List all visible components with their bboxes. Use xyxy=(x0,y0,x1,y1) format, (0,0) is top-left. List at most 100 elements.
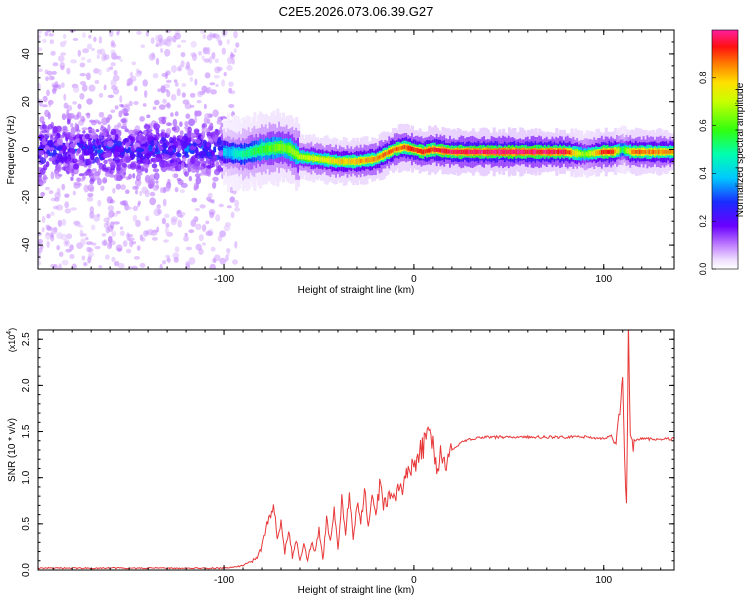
y-tick-label: 1.5 xyxy=(21,424,32,438)
spectrogram-cell xyxy=(331,158,335,163)
spectrogram-cell xyxy=(106,67,111,73)
spectrogram-cell xyxy=(87,255,92,260)
spectrogram-cell xyxy=(153,123,160,131)
spectrogram-cell xyxy=(519,149,523,154)
spectrogram-cell xyxy=(165,150,169,155)
spectrogram-cell xyxy=(365,158,369,163)
spectrogram-cell xyxy=(202,160,207,169)
spectrogram-cell xyxy=(129,239,134,248)
spectrogram-cell xyxy=(81,255,86,261)
spectrogram-cell xyxy=(505,149,509,155)
spectrogram-cell xyxy=(82,48,89,54)
spectrogram-cell xyxy=(135,72,142,77)
spectrogram-cell xyxy=(155,184,160,189)
spectrogram-cell xyxy=(521,149,525,154)
spectrogram-cell xyxy=(187,68,194,76)
spectrogram-cell xyxy=(184,102,192,110)
spectrogram-cell xyxy=(127,129,135,135)
spectrogram-cell xyxy=(158,157,162,163)
spectrogram-cell xyxy=(57,219,63,227)
y-tick-label: 40 xyxy=(21,48,32,60)
spectrogram-cell xyxy=(216,34,221,43)
spectrogram-cell xyxy=(66,67,71,75)
spectrogram-cell xyxy=(46,131,50,136)
y-tick-label: 0 xyxy=(21,146,32,152)
spectrogram-cell xyxy=(219,230,227,238)
spectrogram-cell xyxy=(140,236,146,242)
spectrogram-cell xyxy=(610,149,614,154)
spectrogram-cell xyxy=(46,240,50,248)
spectrogram-cell xyxy=(44,31,49,37)
snr-y-scale-base: (x10 xyxy=(7,335,17,353)
spectrogram-cell xyxy=(229,196,236,203)
spectrogram-cell xyxy=(165,222,170,228)
spectrogram-cell xyxy=(338,159,342,164)
y-tick-label: 0.0 xyxy=(21,563,32,577)
spectrogram-cell xyxy=(469,149,473,155)
spectrogram-cell xyxy=(52,205,59,210)
spectrogram-cell xyxy=(66,233,73,240)
spectrogram-cell xyxy=(515,149,519,155)
spectrogram-cell xyxy=(41,227,45,233)
spectrogram-cell xyxy=(194,173,201,178)
spectrogram-cell xyxy=(373,157,377,162)
spectrogram-cell xyxy=(103,84,107,91)
spectrogram-cell xyxy=(210,89,217,95)
spectrogram-cell xyxy=(211,52,216,60)
spectrogram-cell xyxy=(207,172,211,177)
spectrogram-cell xyxy=(209,211,215,219)
spectrogram-cell xyxy=(182,157,187,163)
spectrogram-cell xyxy=(126,248,132,254)
spectrogram-cell xyxy=(93,36,97,42)
spectrogram-cell xyxy=(186,130,192,138)
spectrogram-cell xyxy=(174,187,179,193)
spectrogram-cell xyxy=(179,214,184,218)
spectrogram-cell xyxy=(62,125,68,131)
spectrogram-cell xyxy=(188,229,195,234)
spectrogram-cell xyxy=(115,210,121,215)
spectrogram-cell xyxy=(325,158,329,162)
spectrogram-cell xyxy=(64,201,70,209)
x-tick-label: -100 xyxy=(214,575,234,586)
spectrogram-cell xyxy=(507,149,511,154)
spectrogram-cell xyxy=(206,165,214,169)
spectrogram-cell xyxy=(174,164,179,172)
spectrogram-cell xyxy=(228,104,235,108)
spectrogram-cell xyxy=(113,150,117,158)
spectrogram-cell xyxy=(112,187,116,194)
spectrogram-cell xyxy=(46,213,51,219)
spectrogram-cell xyxy=(555,150,559,154)
spectrogram-x-ticks: -100 0 100 xyxy=(52,30,662,285)
spectrogram-cell xyxy=(378,155,382,160)
spectrogram-cell xyxy=(183,235,189,242)
spectrogram-cell xyxy=(155,34,161,42)
spectrogram-cell xyxy=(136,168,143,173)
spectrogram-cell xyxy=(190,41,197,48)
spectrogram-cell xyxy=(193,128,200,133)
spectrogram-cell xyxy=(564,149,568,155)
spectrogram-cell xyxy=(149,197,157,206)
spectrogram-cell xyxy=(170,65,177,73)
spectrogram-cell xyxy=(230,53,236,58)
spectrogram-cell xyxy=(226,148,230,157)
spectrogram-cell xyxy=(117,148,125,153)
spectrogram-cell xyxy=(650,149,654,155)
spectrogram-cell xyxy=(371,157,375,162)
spectrogram-cell xyxy=(625,148,629,153)
spectrogram-cell xyxy=(401,145,405,150)
spectrogram-cell xyxy=(128,173,133,180)
spectrogram-cell xyxy=(213,146,217,152)
spectrogram-cell xyxy=(79,93,85,100)
spectrogram-cell xyxy=(597,150,601,155)
spectrogram-cell xyxy=(48,75,54,81)
spectrogram-cell xyxy=(587,151,591,157)
spectrogram-cell xyxy=(61,259,69,266)
spectrogram-cell xyxy=(109,66,114,70)
spectrogram-cell xyxy=(485,149,489,155)
spectrogram-cell xyxy=(162,260,167,265)
spectrogram-cell xyxy=(466,149,470,155)
spectrogram-cell xyxy=(52,156,55,161)
spectrogram-cell xyxy=(170,112,174,117)
spectrogram-cell xyxy=(280,144,284,150)
